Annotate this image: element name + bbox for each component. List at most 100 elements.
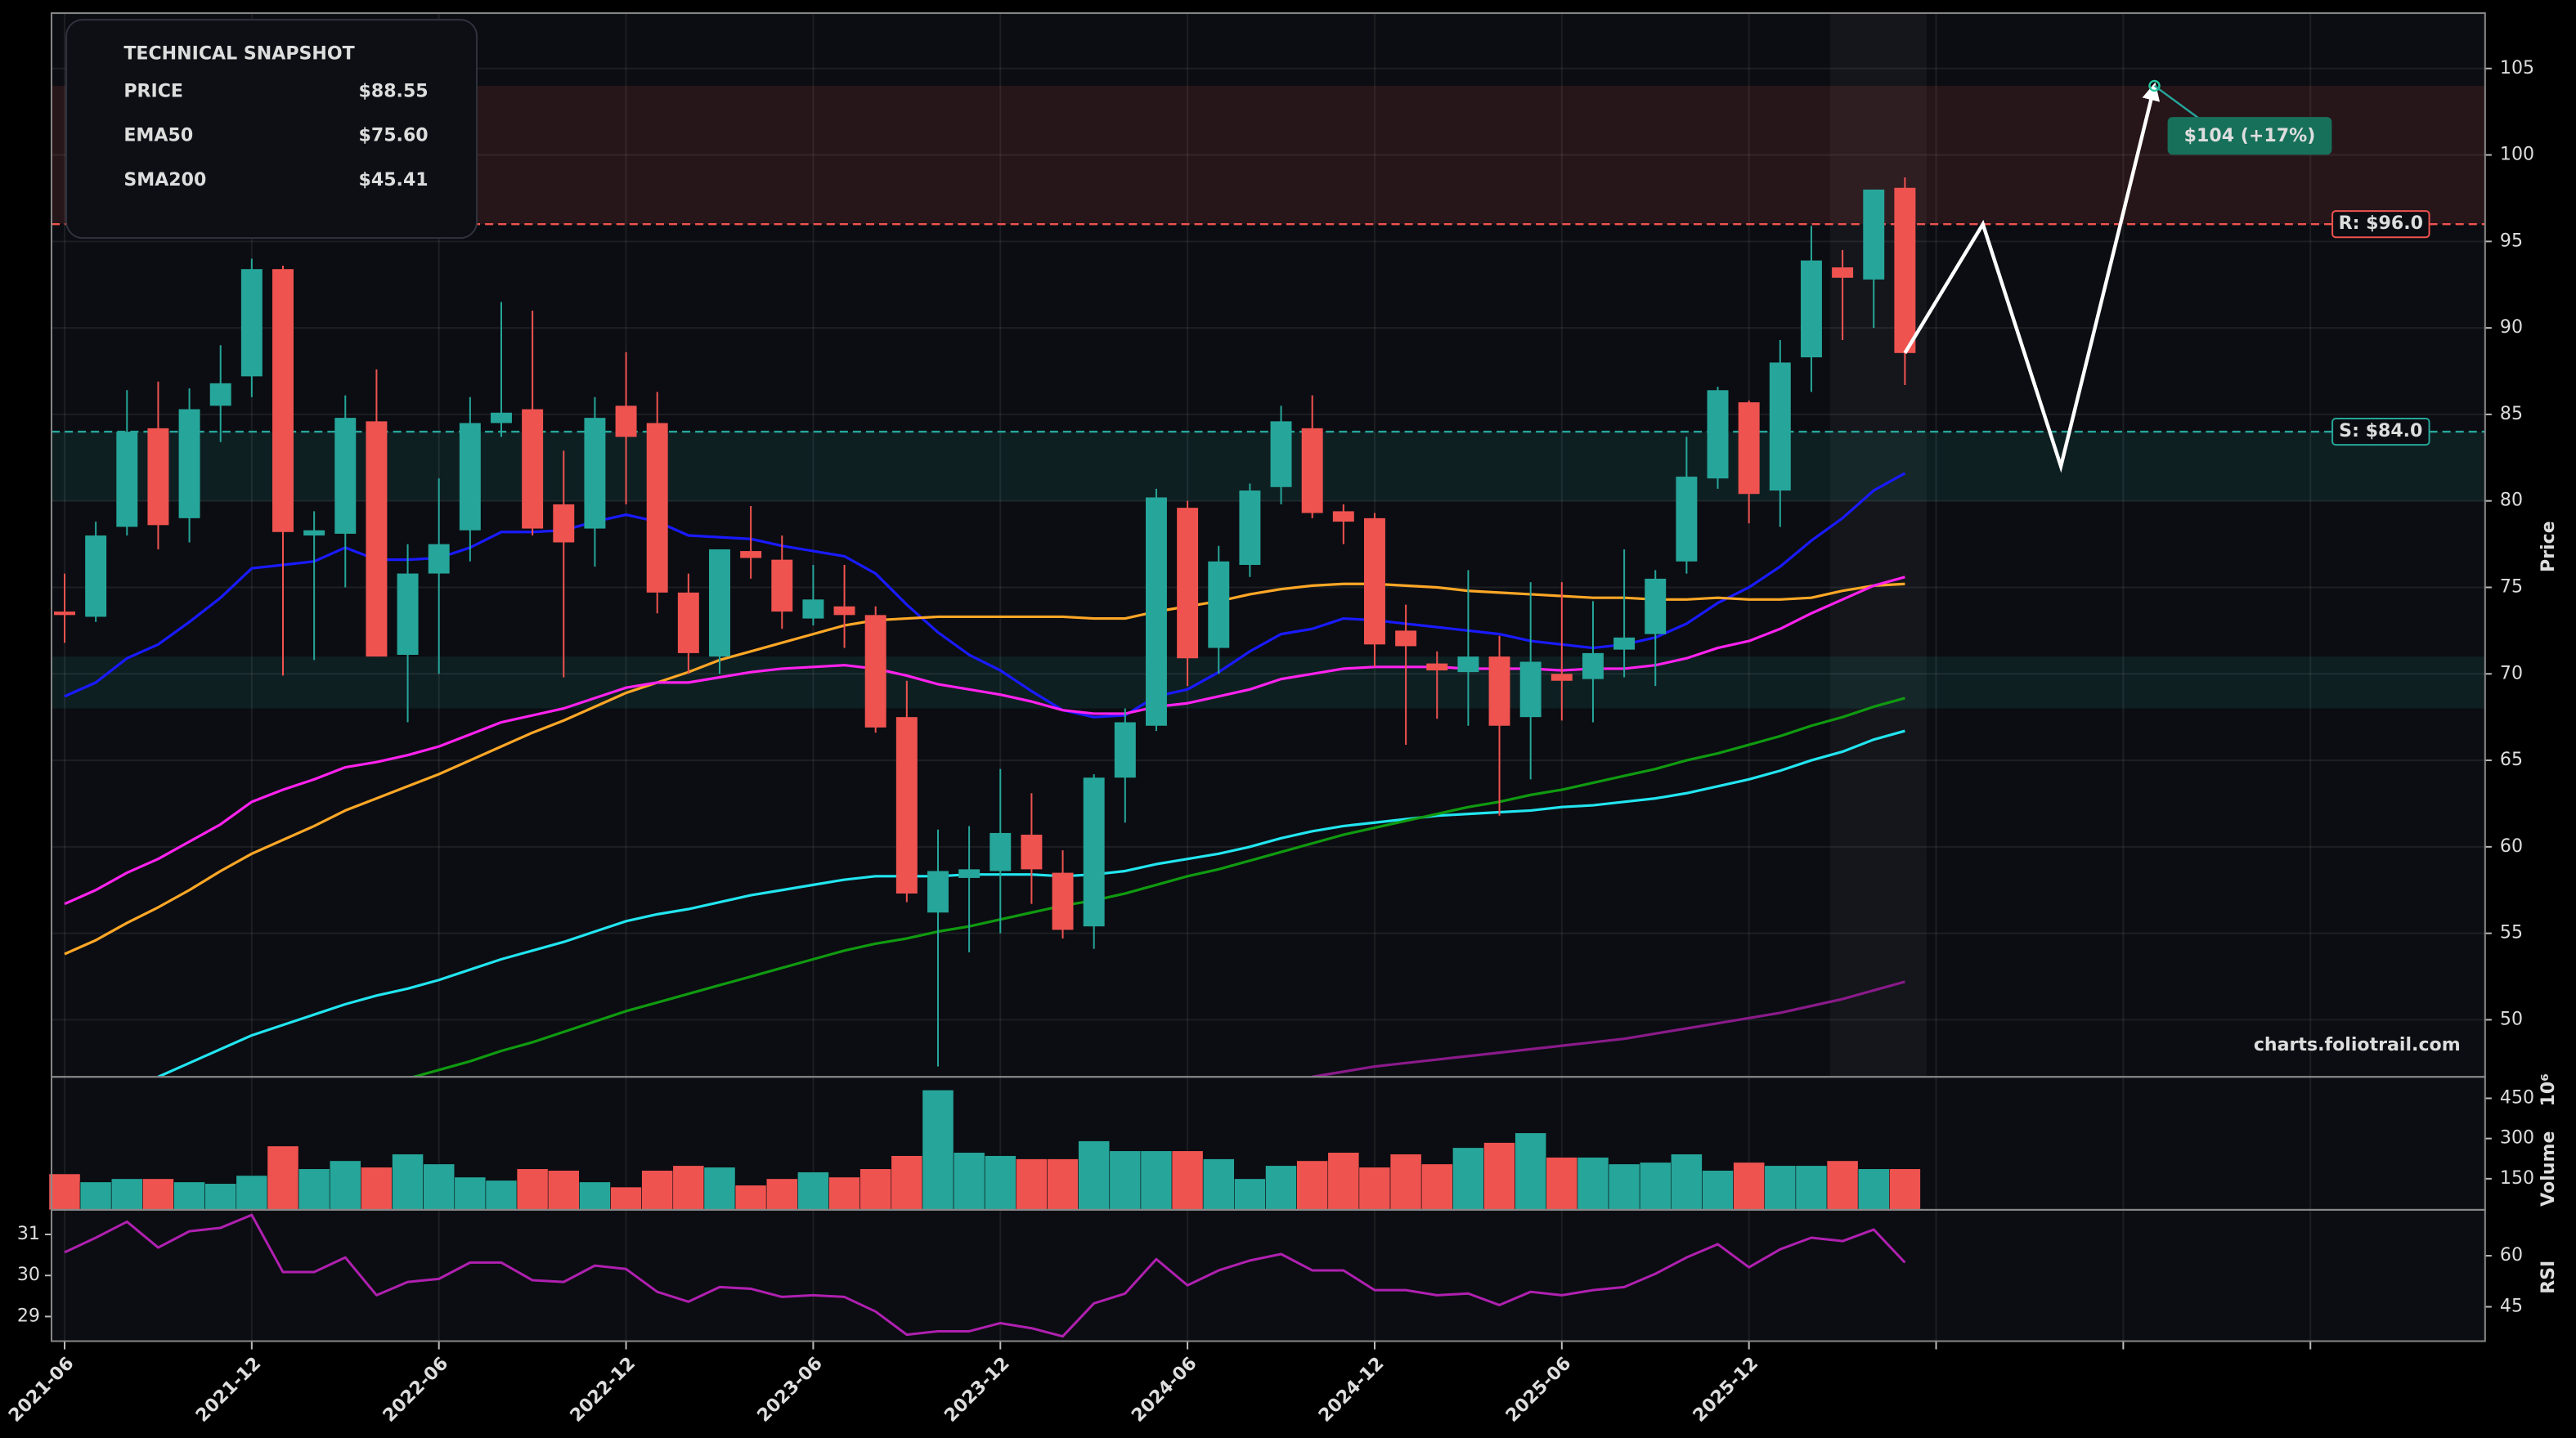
- x-tick-label: 2024-06: [1128, 1353, 1200, 1426]
- target-label: $104 (+17%): [2184, 126, 2316, 146]
- candle-body: [709, 549, 730, 657]
- candle-body: [147, 428, 169, 526]
- moving-average-line: [64, 582, 1905, 956]
- volume-bar: [610, 1186, 642, 1211]
- price-plot: [51, 13, 2485, 1077]
- volume-bar: [392, 1154, 424, 1211]
- snapshot-label: EMA50: [123, 126, 193, 146]
- candle-body: [240, 269, 263, 377]
- candle-body: [1582, 652, 1604, 679]
- x-tick-label: 2021-12: [192, 1353, 265, 1426]
- candle-body: [1146, 497, 1167, 726]
- volume-bar: [79, 1181, 112, 1211]
- rsi-tick-label: 45: [2500, 1296, 2523, 1316]
- y-tick-label: 55: [2500, 923, 2523, 943]
- y-tick-label: 65: [2500, 750, 2523, 770]
- volume-bar: [1702, 1170, 1734, 1211]
- volume-bar: [579, 1181, 611, 1211]
- candle-body: [1457, 656, 1479, 673]
- volume-bar: [703, 1167, 736, 1211]
- snapshot-title: TECHNICAL SNAPSHOT: [123, 43, 354, 64]
- y-tick-label: 50: [2500, 1009, 2523, 1029]
- candle-body: [740, 551, 762, 558]
- candle-body: [1738, 402, 1760, 495]
- volume-bar: [204, 1183, 237, 1211]
- candle-body: [802, 599, 824, 619]
- candle-body: [272, 269, 294, 532]
- volume-bar: [1265, 1165, 1297, 1211]
- zone: [51, 432, 2485, 501]
- volume-bar: [734, 1185, 767, 1211]
- x-tick-label: 2025-12: [1690, 1353, 1762, 1426]
- y-tick-label: 90: [2500, 317, 2523, 338]
- volume-tick-label: 300: [2500, 1128, 2534, 1149]
- candle-body: [1301, 428, 1323, 513]
- volume-tick-label: 150: [2500, 1168, 2534, 1189]
- candle-body: [1800, 260, 1822, 358]
- candle-body: [771, 559, 793, 612]
- candle-body: [54, 611, 75, 616]
- x-tick-label: 2023-12: [940, 1353, 1013, 1426]
- candle-body: [1676, 477, 1698, 562]
- candle-body: [491, 412, 512, 423]
- level-label: R: $96.0: [2339, 213, 2423, 234]
- volume-bar: [859, 1168, 892, 1211]
- candle-body: [397, 573, 419, 656]
- x-tick-label: 2023-06: [754, 1353, 827, 1426]
- x-tick-label: 2024-12: [1315, 1353, 1388, 1426]
- candle-body: [1114, 722, 1136, 778]
- y-tick-label: 100: [2500, 145, 2534, 165]
- y-tick-label: 60: [2500, 836, 2523, 857]
- rsi-plot: [64, 1213, 1906, 1338]
- volume-bar: [1671, 1154, 1703, 1211]
- x-tick-label: 2022-06: [379, 1353, 452, 1426]
- candle-body: [1332, 511, 1354, 522]
- candle-body: [1832, 267, 1854, 278]
- volume-bar: [485, 1180, 518, 1211]
- volume-bar: [1733, 1162, 1766, 1211]
- volume-bar: [1826, 1160, 1859, 1211]
- candle-body: [553, 504, 575, 543]
- moving-average-line: [1312, 980, 1905, 1077]
- volume-bar: [1483, 1142, 1515, 1211]
- candle-body: [1083, 777, 1105, 927]
- candle-body: [990, 832, 1012, 871]
- volume-bar: [1389, 1154, 1422, 1211]
- snapshot-value: $45.41: [358, 170, 428, 190]
- volume-bar: [641, 1170, 674, 1211]
- candle-body: [1208, 561, 1230, 648]
- candle-body: [1488, 656, 1510, 726]
- volume-bar: [1546, 1157, 1578, 1211]
- volume-bar: [1515, 1132, 1547, 1211]
- moving-average-line: [409, 697, 1905, 1077]
- candle-body: [209, 383, 231, 406]
- volume-bar: [1358, 1167, 1391, 1211]
- y-tick-label: 85: [2500, 404, 2523, 424]
- candle-body: [927, 871, 949, 913]
- volume-bar: [1420, 1163, 1453, 1211]
- volume-bar: [236, 1175, 268, 1211]
- volume-bar: [298, 1168, 330, 1211]
- target-connector: [2153, 84, 2205, 123]
- candle-body: [1364, 517, 1385, 645]
- volume-bar: [1016, 1158, 1048, 1211]
- snapshot-value: $75.60: [358, 126, 428, 146]
- volume-bar: [1171, 1150, 1204, 1211]
- volume-axis-label: Volume: [2538, 1131, 2559, 1207]
- x-tick-label: 2025-06: [1502, 1353, 1575, 1426]
- panel-border: [50, 1208, 2486, 1342]
- volume-tick-label: 450: [2500, 1087, 2534, 1108]
- projection-line: [1903, 82, 2161, 473]
- target-label-box: [2167, 117, 2332, 155]
- candle-body: [895, 717, 918, 894]
- volume-bar: [454, 1176, 487, 1211]
- candle-body: [833, 606, 855, 616]
- watermark: charts.foliotrail.com: [2254, 1035, 2461, 1055]
- candle-body: [646, 423, 668, 593]
- snapshot-value: $88.55: [358, 81, 428, 101]
- snapshot-label: PRICE: [123, 81, 183, 101]
- candle-body: [1551, 674, 1573, 681]
- candle-body: [1894, 187, 1916, 353]
- volume-bar: [1452, 1147, 1484, 1211]
